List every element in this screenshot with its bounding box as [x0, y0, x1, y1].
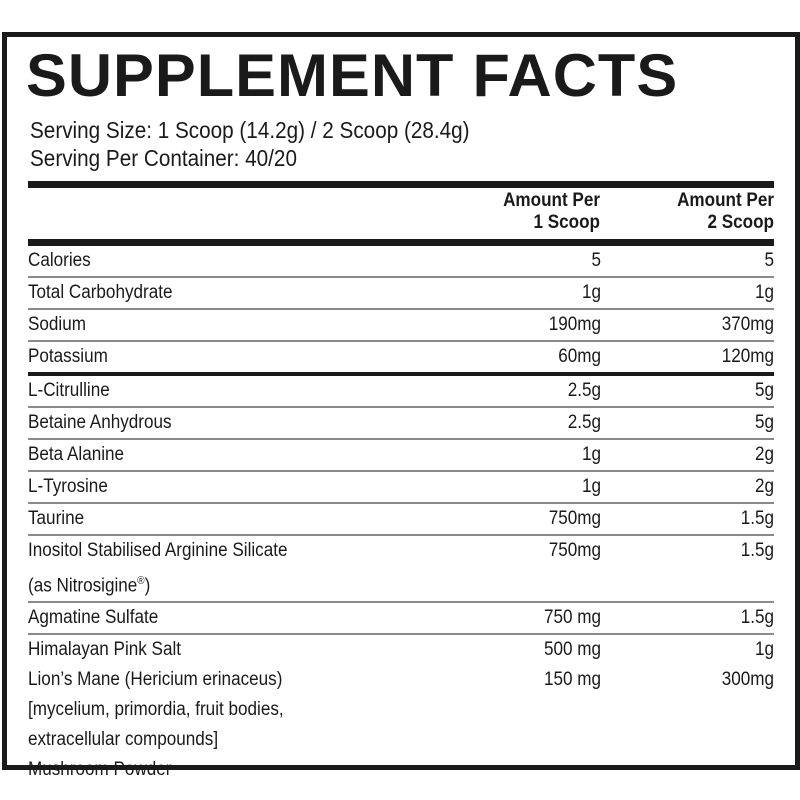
column-header-line: 2 Scoop — [707, 212, 774, 233]
amount-per-2-scoop: 1.5g — [740, 607, 774, 629]
nutrient-name: Agmatine Sulfate — [28, 607, 159, 629]
amount-per-1-scoop: 2.5g — [567, 412, 601, 433]
nutrient-name: L-Citrulline — [28, 380, 110, 401]
servings-per-container: Serving Per Container: 40/20 — [30, 145, 297, 171]
nutrient-row: Total Carbohydrate 1g 1g — [28, 278, 774, 310]
amount-per-2-scoop: 120mg — [721, 346, 774, 367]
amount-per-1-scoop: 150 mg — [543, 669, 601, 691]
amount-per-2-scoop: 2g — [754, 444, 774, 465]
amount-per-1-scoop: 1g — [581, 444, 601, 465]
amount-per-2-scoop: 1.5g — [740, 540, 774, 561]
nutrient-name: Calories — [28, 250, 91, 271]
nutrient-name: Total Carbohydrate — [28, 282, 173, 303]
nutrient-row: Lion’s Mane (Hericium erinaceus) [myceli… — [28, 665, 774, 785]
nutrient-table: Calories 5 5 Total Carbohydrate 1g 1g Sodium 19… — [28, 246, 774, 785]
nutrient-name: Lion’s Mane (Hericium erinaceus) [myceli… — [28, 669, 284, 781]
nutrient-row: Sodium 190mg 370mg — [28, 310, 774, 342]
nutrient-row: L-Tyrosine 1g 2g — [28, 472, 774, 504]
amount-per-1-scoop: 5 — [591, 250, 601, 271]
serving-size: Serving Size: 1 Scoop (14.2g) / 2 Scoop … — [30, 117, 470, 143]
divider-thick — [28, 181, 774, 188]
amount-per-2-scoop: 5 — [764, 250, 774, 271]
nutrient-name: Taurine — [28, 508, 85, 529]
column-header-line: Amount Per — [677, 190, 774, 211]
column-header-2-scoop: Amount Per 2 Scoop — [630, 190, 774, 234]
amount-per-2-scoop: 1.5g — [740, 508, 774, 529]
nutrient-row: Potassium 60mg 120mg — [28, 342, 774, 376]
amount-per-1-scoop: 750mg — [548, 540, 601, 561]
amount-per-1-scoop: 2.5g — [567, 380, 601, 401]
nutrient-name: L-Tyrosine — [28, 476, 108, 497]
nutrient-name: Inositol Stabilised Arginine Silicate (a… — [28, 540, 288, 597]
amount-per-2-scoop: 5g — [754, 412, 774, 433]
label-frame — [2, 32, 800, 770]
divider-thick — [28, 239, 774, 246]
nutrient-name: Sodium — [28, 314, 86, 335]
nutrient-row: Calories 5 5 — [28, 246, 774, 278]
nutrient-row: L-Citrulline 2.5g 5g — [28, 376, 774, 408]
nutrient-row: Agmatine Sulfate 750 mg 1.5g — [28, 603, 774, 636]
amount-per-2-scoop: 300mg — [721, 669, 774, 691]
amount-per-2-scoop: 370mg — [721, 314, 774, 335]
amount-per-1-scoop: 1g — [581, 282, 601, 303]
amount-per-2-scoop: 2g — [754, 476, 774, 497]
nutrient-row: Beta Alanine 1g 2g — [28, 440, 774, 472]
amount-per-2-scoop: 1g — [754, 282, 774, 303]
nutrient-row: Himalayan Pink Salt 500 mg 1g — [28, 635, 774, 665]
label-title: SUPPLEMENT FACTS — [26, 42, 679, 109]
amount-per-1-scoop: 60mg — [558, 346, 601, 367]
amount-per-1-scoop: 1g — [581, 476, 601, 497]
nutrient-row: Inositol Stabilised Arginine Silicate (a… — [28, 536, 774, 604]
column-header-line: Amount Per — [503, 190, 600, 211]
nutrient-name: Himalayan Pink Salt — [28, 639, 182, 661]
nutrient-name: Beta Alanine — [28, 444, 125, 465]
amount-per-1-scoop: 750 mg — [543, 607, 601, 629]
column-header-line: 1 Scoop — [533, 212, 600, 233]
amount-per-1-scoop: 750mg — [548, 508, 601, 529]
amount-per-1-scoop: 500 mg — [543, 639, 601, 661]
amount-per-2-scoop: 1g — [754, 639, 774, 661]
column-header-1-scoop: Amount Per 1 Scoop — [456, 190, 600, 234]
amount-per-1-scoop: 190mg — [548, 314, 601, 335]
nutrient-name: Potassium — [28, 346, 108, 367]
nutrient-row: Taurine 750mg 1.5g — [28, 504, 774, 536]
amount-per-2-scoop: 5g — [754, 380, 774, 401]
nutrient-row: Betaine Anhydrous 2.5g 5g — [28, 408, 774, 440]
nutrient-name: Betaine Anhydrous — [28, 412, 172, 433]
